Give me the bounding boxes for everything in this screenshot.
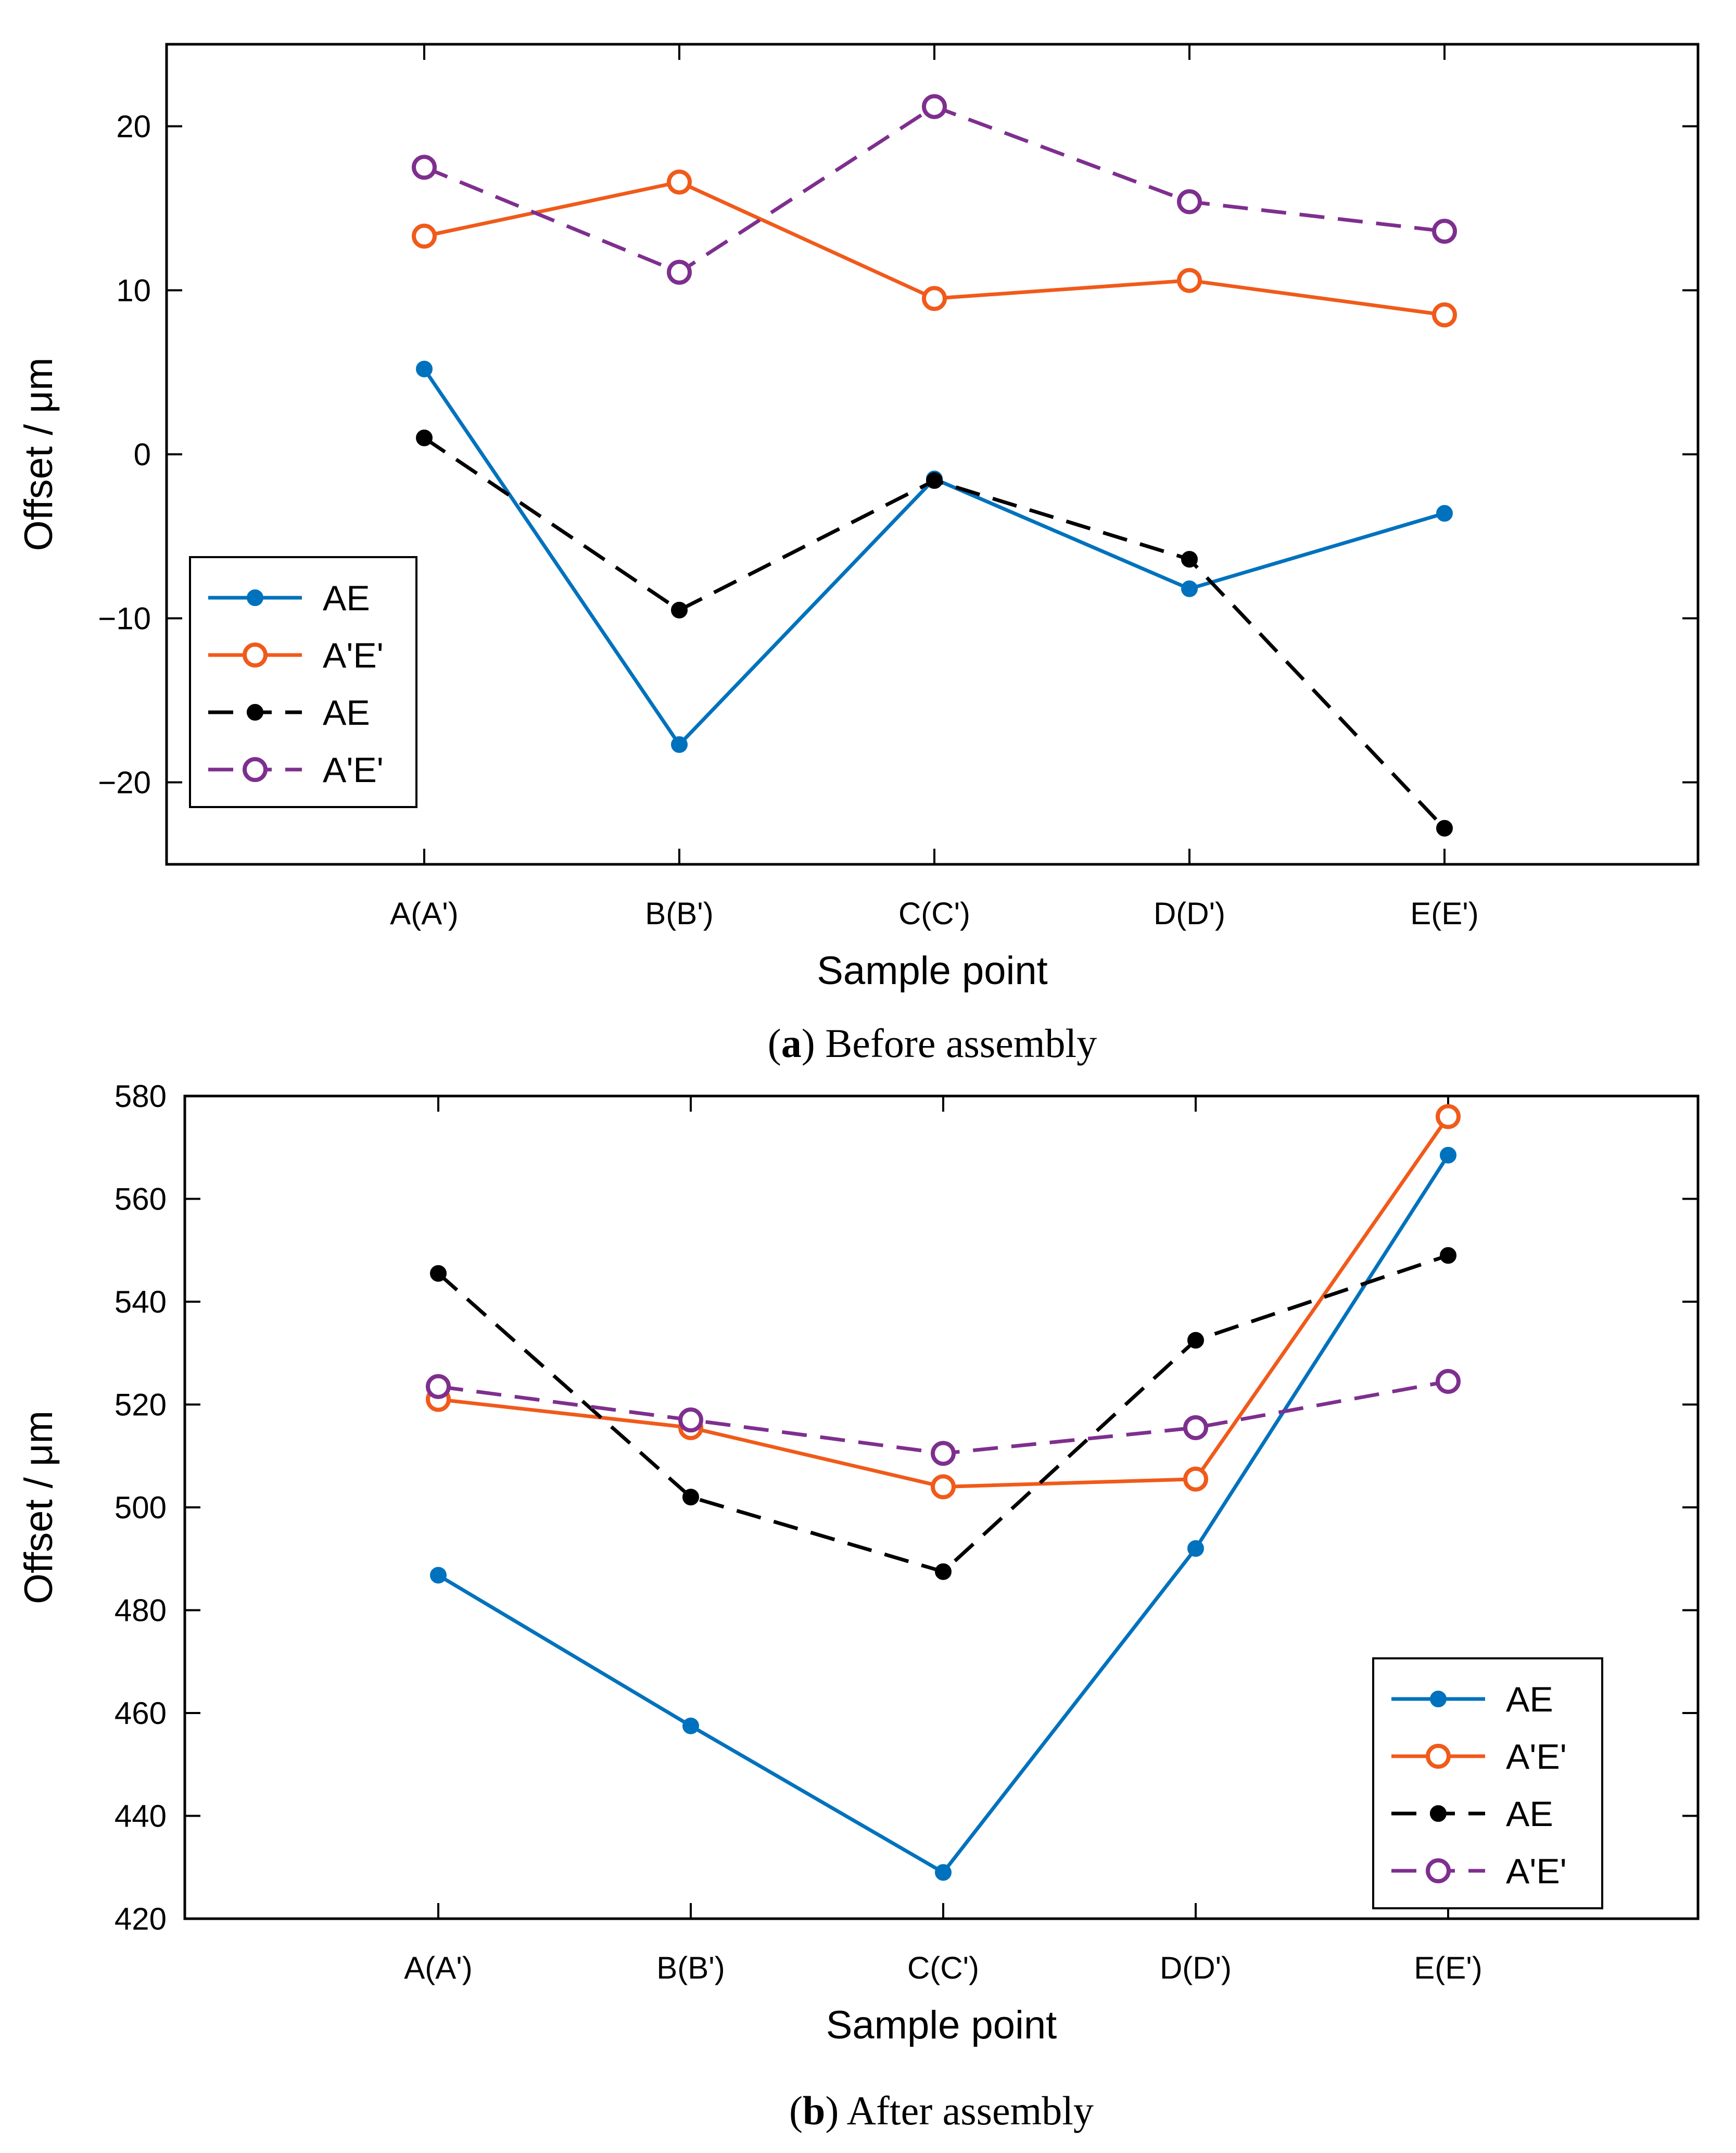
data-point <box>1187 1540 1204 1557</box>
data-point <box>1436 820 1453 837</box>
y-tick-label: 440 <box>115 1799 167 1834</box>
data-point <box>1440 1247 1456 1264</box>
data-point <box>922 94 947 119</box>
data-point <box>682 1489 699 1506</box>
data-point <box>1181 580 1198 597</box>
legend-label: A'E' <box>323 750 384 790</box>
legend-marker <box>243 757 268 782</box>
caption-paren-open: ( <box>789 2088 803 2133</box>
x-axis-label: Sample point <box>826 2003 1057 2047</box>
data-point <box>931 1474 956 1500</box>
y-tick-label: 540 <box>115 1285 167 1319</box>
data-point <box>931 1441 956 1466</box>
legend-label: AE <box>1506 1680 1553 1719</box>
y-tick-label: 10 <box>116 273 151 308</box>
chart-after-assembly: 420 440 460 480 500 520 540 560 580 A(A') B(B') C(C… <box>17 1079 1700 2133</box>
y-axis-label: Offset / μm <box>17 1411 61 1604</box>
data-point <box>1436 505 1453 522</box>
figure-caption: (a) Before assembly <box>768 1021 1097 1066</box>
caption-text: ) After assembly <box>825 2088 1094 2133</box>
data-point <box>667 169 692 195</box>
x-tick-label: A(A') <box>404 1950 472 1985</box>
caption-text: ) Before assembly <box>802 1021 1097 1066</box>
data-point <box>426 1374 451 1399</box>
legend-label: AE <box>323 693 370 733</box>
data-point <box>412 155 437 180</box>
x-tick-label: C(C') <box>907 1950 979 1985</box>
data-point <box>1183 1415 1208 1440</box>
data-point <box>412 223 437 249</box>
data-point <box>671 601 688 619</box>
data-point <box>935 1864 952 1881</box>
y-tick-label: 20 <box>116 109 151 144</box>
data-point <box>1432 219 1457 244</box>
y-tick-label: 460 <box>115 1696 167 1731</box>
data-point <box>667 259 692 285</box>
figure-caption: (b) After assembly <box>789 2088 1094 2133</box>
x-tick-label: B(B') <box>645 896 713 931</box>
data-point <box>1436 1104 1461 1129</box>
legend-label: A'E' <box>1506 1852 1567 1891</box>
data-point <box>678 1407 703 1433</box>
data-point <box>430 1567 447 1584</box>
y-tick-label: 0 <box>134 437 151 472</box>
data-point <box>1181 551 1198 568</box>
data-point <box>1436 1369 1461 1394</box>
data-point <box>926 472 943 489</box>
data-point <box>1187 1332 1204 1349</box>
caption-paren-open: ( <box>768 1021 781 1066</box>
y-tick-label: −10 <box>98 601 151 636</box>
y-tick-label: 420 <box>115 1902 167 1936</box>
legend-label: A'E' <box>323 636 384 675</box>
data-point <box>430 1265 447 1282</box>
y-axis-label: Offset / μm <box>17 358 61 551</box>
legend-label: A'E' <box>1506 1737 1567 1777</box>
caption-letter: a <box>781 1021 802 1066</box>
legend-marker <box>1426 1744 1451 1769</box>
data-point <box>1183 1466 1208 1492</box>
y-tick-label: 580 <box>115 1079 167 1114</box>
legend-marker <box>243 643 268 668</box>
data-point <box>1440 1147 1456 1164</box>
y-tick-label: 500 <box>115 1490 167 1525</box>
legend-marker <box>1430 1691 1447 1707</box>
caption-letter: b <box>803 2088 825 2133</box>
data-point <box>935 1563 952 1580</box>
data-point <box>682 1717 699 1734</box>
y-tick-label: −20 <box>98 765 151 800</box>
x-axis-label: Sample point <box>817 949 1048 993</box>
data-point <box>922 286 947 311</box>
data-point <box>1177 189 1202 215</box>
legend-marker <box>1430 1805 1447 1822</box>
x-tick-label: D(D') <box>1154 896 1225 931</box>
data-point <box>671 736 688 753</box>
data-point <box>1177 268 1202 293</box>
legend-label: AE <box>323 578 370 618</box>
x-tick-label: E(E') <box>1410 896 1478 931</box>
legend-marker <box>247 589 263 606</box>
legend-marker <box>247 704 263 721</box>
x-tick-label: E(E') <box>1414 1950 1482 1985</box>
y-tick-label: 520 <box>115 1388 167 1422</box>
y-tick-label: 480 <box>115 1593 167 1628</box>
data-point <box>416 360 433 377</box>
legend-marker <box>1426 1858 1451 1883</box>
x-tick-label: C(C') <box>898 896 970 931</box>
data-point <box>1432 302 1457 328</box>
chart-before-assembly: −20 −10 0 10 20 A(A') B(B') C(C') D(D') E(E') Samp… <box>17 43 1700 1066</box>
legend-label: AE <box>1506 1794 1553 1834</box>
x-tick-label: B(B') <box>656 1950 725 1985</box>
x-tick-label: A(A') <box>390 896 458 931</box>
y-tick-label: 560 <box>115 1182 167 1217</box>
x-tick-label: D(D') <box>1160 1950 1232 1985</box>
data-point <box>416 430 433 446</box>
